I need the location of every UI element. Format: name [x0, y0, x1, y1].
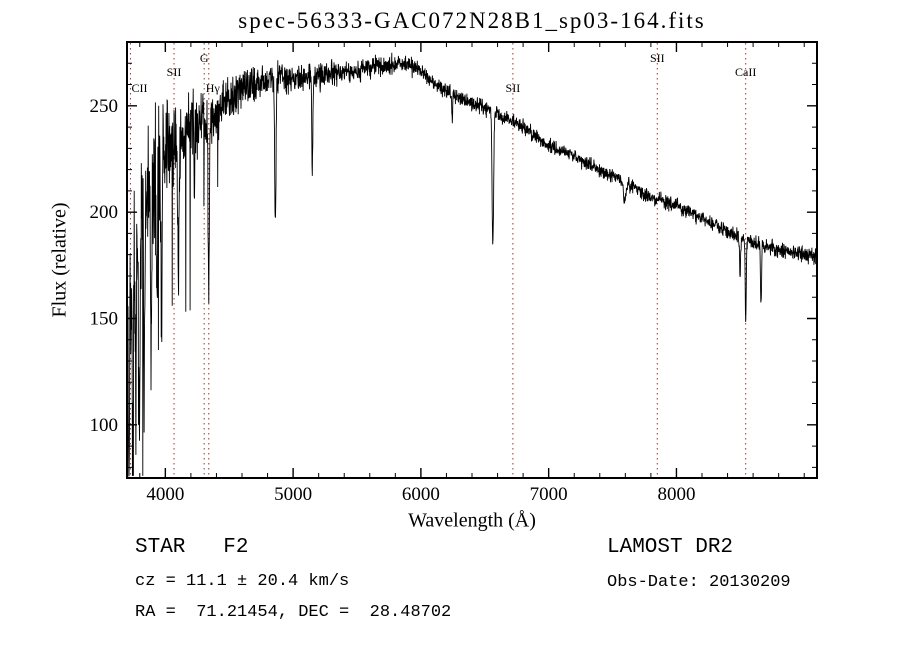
- spectral-marker-label-CII: CII: [131, 81, 147, 95]
- x-tick-label-7000: 7000: [530, 484, 568, 505]
- spectral-marker-label-SII: SII: [506, 81, 521, 95]
- major-ticks: [127, 42, 817, 478]
- radial-velocity-value: cz = 11.1 ± 20.4 km/s: [135, 572, 350, 591]
- y-tick-label-100: 100: [90, 415, 119, 436]
- x-tick-label-5000: 5000: [274, 484, 312, 505]
- survey-release-label: LAMOST DR2: [607, 536, 734, 559]
- ra-dec-coordinates: RA = 71.21454, DEC = 28.48702: [135, 603, 452, 622]
- spectrum-trace: [126, 52, 818, 477]
- spectral-marker-label-SII: SII: [650, 51, 665, 65]
- y-tick-label-150: 150: [90, 308, 119, 329]
- object-class-label: STAR F2: [135, 536, 249, 559]
- x-axis-label: Wavelength (Å): [408, 509, 536, 532]
- spectral-marker-label-CaII: CaII: [735, 65, 756, 79]
- y-tick-label-200: 200: [90, 202, 119, 223]
- observation-date: Obs-Date: 20130209: [607, 573, 791, 592]
- plot-title: spec-56333-GAC072N28B1_sp03-164.fits: [238, 8, 706, 33]
- x-tick-label-4000: 4000: [146, 484, 184, 505]
- x-tick-label-6000: 6000: [402, 484, 440, 505]
- x-tick-label-8000: 8000: [657, 484, 695, 505]
- spectral-marker-label-G: G: [200, 51, 209, 65]
- minor-ticks: [127, 42, 817, 478]
- spectral-marker-label-Hγ: Hγ: [206, 81, 221, 95]
- spectral-marker-label-SII: SII: [167, 65, 182, 79]
- y-tick-label-250: 250: [90, 96, 119, 117]
